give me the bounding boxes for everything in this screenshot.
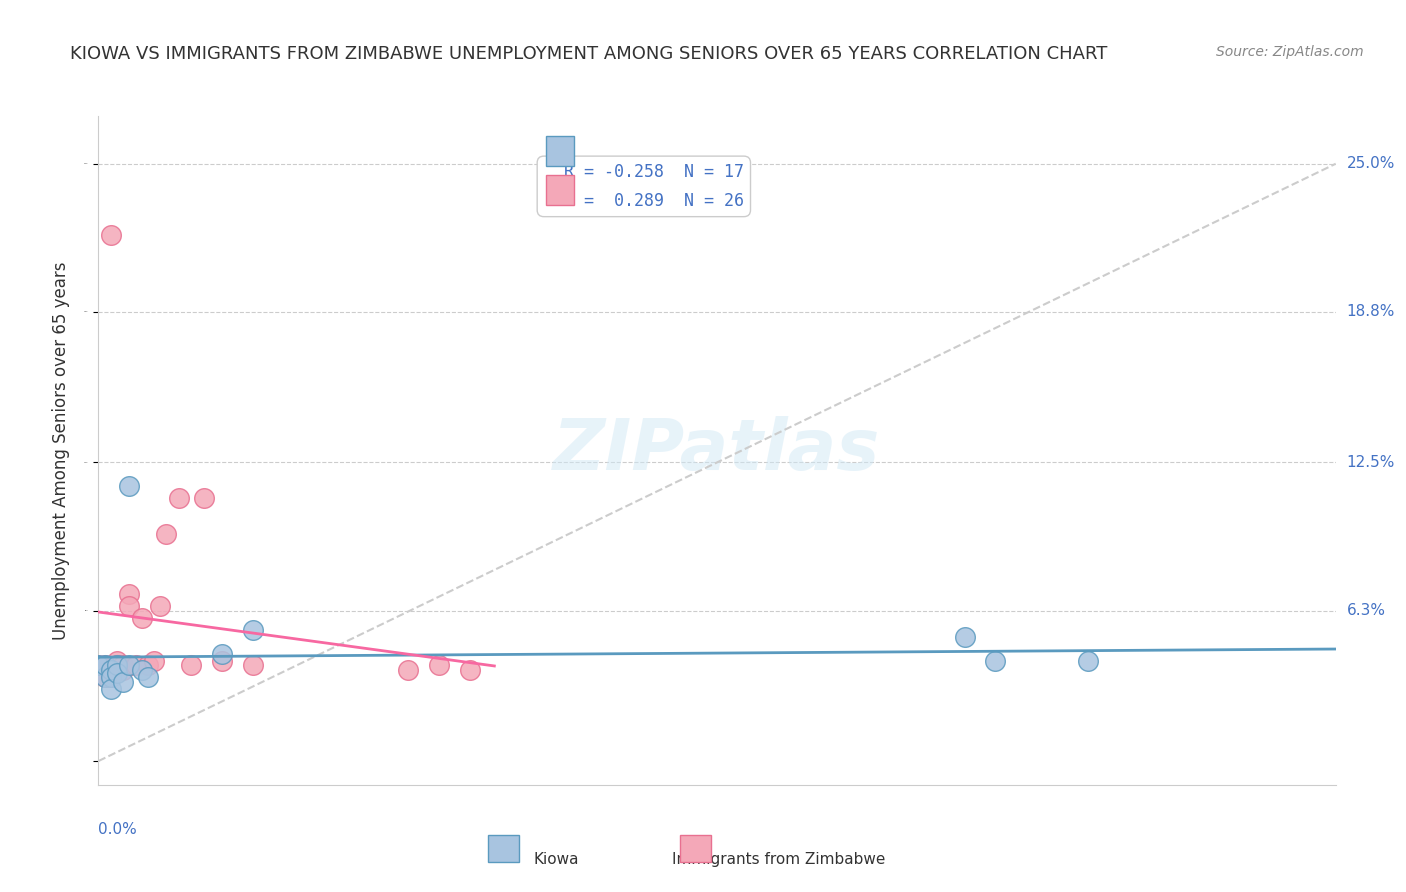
Point bbox=[143, 654, 166, 668]
Text: ZIPatlas: ZIPatlas bbox=[554, 416, 880, 485]
Point bbox=[100, 670, 122, 684]
Text: 12.5%: 12.5% bbox=[1347, 455, 1395, 470]
Point bbox=[131, 663, 153, 677]
Point bbox=[136, 670, 159, 684]
Text: Kiowa: Kiowa bbox=[533, 852, 579, 867]
Text: 18.8%: 18.8% bbox=[1347, 304, 1395, 319]
Point bbox=[105, 665, 128, 680]
Point bbox=[211, 654, 233, 668]
Point bbox=[105, 658, 128, 673]
Point bbox=[93, 658, 115, 673]
Point bbox=[100, 663, 122, 677]
Text: 0.0%: 0.0% bbox=[98, 822, 138, 837]
Point bbox=[105, 654, 128, 668]
Point bbox=[984, 654, 1007, 668]
Point bbox=[100, 670, 122, 684]
Point bbox=[100, 682, 122, 697]
Point bbox=[93, 670, 115, 684]
Point bbox=[155, 527, 177, 541]
Point bbox=[953, 630, 976, 644]
Point bbox=[105, 658, 128, 673]
Text: 6.3%: 6.3% bbox=[1347, 603, 1386, 618]
Point bbox=[211, 647, 233, 661]
Y-axis label: Unemployment Among Seniors over 65 years: Unemployment Among Seniors over 65 years bbox=[52, 261, 70, 640]
Text: 25.0%: 25.0% bbox=[1347, 156, 1395, 171]
Point bbox=[100, 228, 122, 243]
Point bbox=[118, 599, 141, 613]
Point bbox=[396, 663, 419, 677]
Point bbox=[242, 658, 264, 673]
Text: Immigrants from Zimbabwe: Immigrants from Zimbabwe bbox=[672, 852, 886, 867]
Point bbox=[124, 658, 146, 673]
Text: Source: ZipAtlas.com: Source: ZipAtlas.com bbox=[1216, 45, 1364, 59]
Point bbox=[112, 658, 135, 673]
FancyBboxPatch shape bbox=[488, 835, 519, 862]
Text: KIOWA VS IMMIGRANTS FROM ZIMBABWE UNEMPLOYMENT AMONG SENIORS OVER 65 YEARS CORRE: KIOWA VS IMMIGRANTS FROM ZIMBABWE UNEMPL… bbox=[70, 45, 1108, 62]
Text: R = -0.258  N = 17
  R =  0.289  N = 26: R = -0.258 N = 17 R = 0.289 N = 26 bbox=[544, 162, 744, 210]
FancyBboxPatch shape bbox=[681, 835, 711, 862]
Point bbox=[118, 658, 141, 673]
Point bbox=[87, 658, 110, 673]
FancyBboxPatch shape bbox=[547, 175, 574, 205]
Point bbox=[87, 658, 110, 673]
Point bbox=[149, 599, 172, 613]
Point bbox=[112, 675, 135, 690]
Point bbox=[118, 587, 141, 601]
Point bbox=[100, 663, 122, 677]
Point bbox=[458, 663, 481, 677]
Point bbox=[167, 491, 190, 506]
Point bbox=[242, 623, 264, 637]
Point bbox=[93, 670, 115, 684]
Point bbox=[136, 658, 159, 673]
Point bbox=[118, 479, 141, 493]
Point bbox=[131, 611, 153, 625]
Point bbox=[1077, 654, 1099, 668]
Point bbox=[193, 491, 215, 506]
Point bbox=[427, 658, 450, 673]
Point bbox=[112, 663, 135, 677]
Point bbox=[180, 658, 202, 673]
Point bbox=[93, 658, 115, 673]
FancyBboxPatch shape bbox=[547, 136, 574, 166]
